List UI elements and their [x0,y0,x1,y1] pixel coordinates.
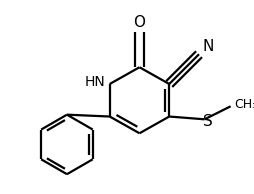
Text: S: S [203,114,212,129]
Text: HN: HN [84,75,105,89]
Text: CH₃: CH₃ [233,98,254,111]
Text: N: N [202,39,213,54]
Text: O: O [133,15,145,30]
